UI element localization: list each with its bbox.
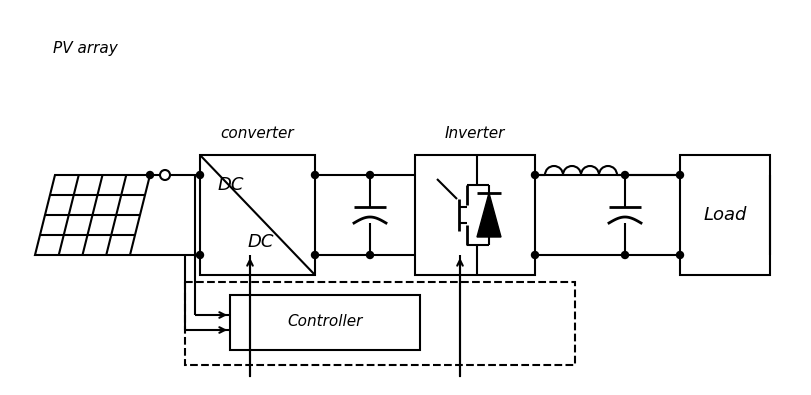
- Circle shape: [147, 171, 153, 179]
- Circle shape: [196, 171, 204, 179]
- Circle shape: [196, 252, 204, 258]
- Circle shape: [621, 252, 629, 258]
- Circle shape: [367, 171, 374, 179]
- Text: converter: converter: [221, 126, 294, 141]
- Circle shape: [311, 252, 319, 258]
- Circle shape: [531, 252, 539, 258]
- Text: DC: DC: [218, 176, 244, 194]
- Text: Controller: Controller: [287, 314, 363, 329]
- Circle shape: [676, 252, 684, 258]
- Text: DC: DC: [248, 233, 274, 251]
- Text: Load: Load: [703, 206, 747, 224]
- Circle shape: [367, 252, 374, 258]
- Text: Inverter: Inverter: [444, 126, 505, 141]
- Circle shape: [676, 171, 684, 179]
- Polygon shape: [477, 193, 501, 237]
- Circle shape: [621, 171, 629, 179]
- Circle shape: [531, 171, 539, 179]
- Circle shape: [311, 171, 319, 179]
- Circle shape: [160, 170, 170, 180]
- Text: PV array: PV array: [53, 41, 118, 56]
